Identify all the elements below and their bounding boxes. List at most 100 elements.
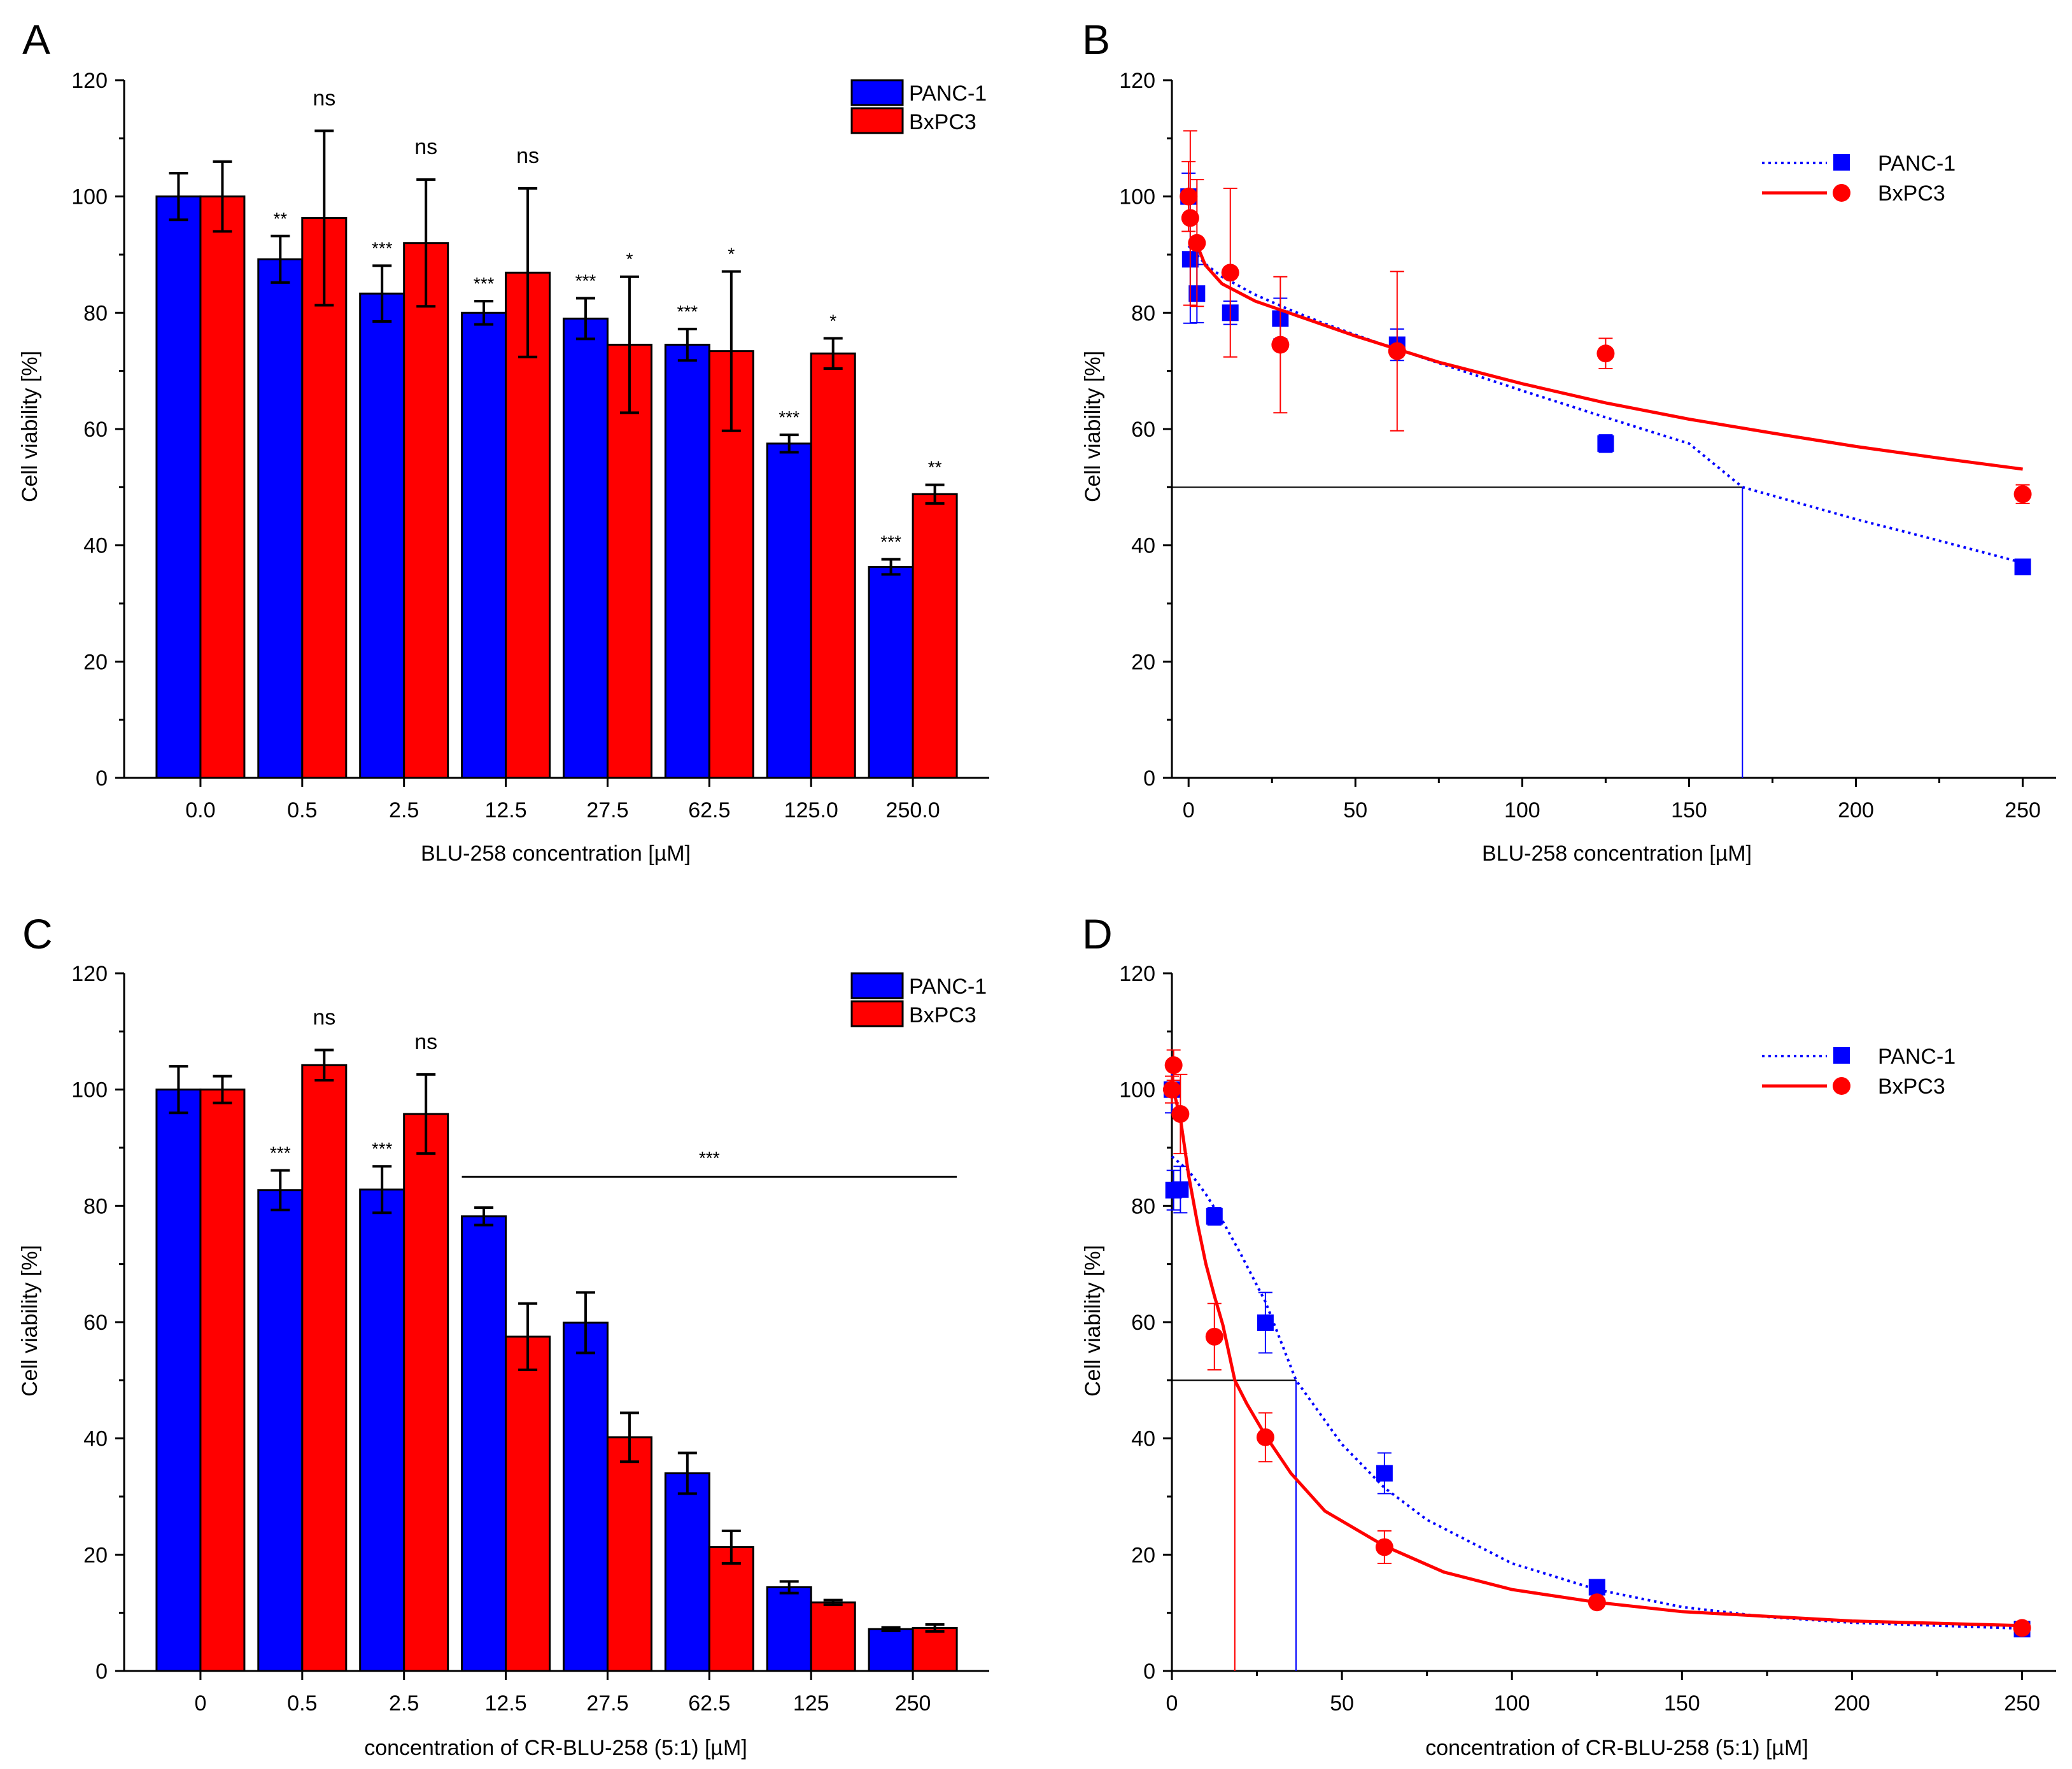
data-point-bxpc3 bbox=[1221, 264, 1239, 282]
legend-b: PANC-1 BxPC3 bbox=[1762, 152, 1956, 206]
significance-label: ns bbox=[313, 86, 335, 110]
y-tick-label-A: 120 bbox=[71, 69, 108, 93]
panel-c: C 0 20 40 60 80 100 120 0 0.5 *** ns 2.5 *** ns 12.5 27… bbox=[18, 910, 989, 1760]
data-point-bxpc3 bbox=[1256, 1428, 1274, 1446]
x-tick-label-B: 200 bbox=[1838, 798, 1874, 822]
fit-curve-panc1 bbox=[1171, 1155, 2022, 1630]
y-tick-label-C: 40 bbox=[83, 1427, 108, 1451]
data-point-bxpc3 bbox=[1388, 342, 1406, 360]
x-tick-label-B: 0 bbox=[1183, 798, 1195, 822]
x-tick-label-A: 125.0 bbox=[784, 798, 838, 822]
significance-label: *** bbox=[474, 274, 495, 293]
x-tick-label-C: 0 bbox=[194, 1691, 206, 1716]
y-tick-label-D: 20 bbox=[1131, 1543, 1155, 1567]
data-point-panc1 bbox=[1206, 1208, 1223, 1225]
bar-panc1-62.5 bbox=[664, 344, 710, 779]
x-axis-label-a: BLU-258 concentration [µM] bbox=[421, 842, 691, 866]
significance-label: ** bbox=[928, 458, 942, 477]
x-tick-label-A: 0.5 bbox=[287, 798, 317, 822]
y-tick-label-C: 80 bbox=[83, 1194, 108, 1218]
x-axis-label-b: BLU-258 concentration [µM] bbox=[1482, 842, 1752, 866]
data-point-panc1 bbox=[1257, 1314, 1274, 1331]
bar-panc1-2.5 bbox=[359, 1188, 405, 1672]
y-tick-label-B: 80 bbox=[1131, 301, 1155, 325]
y-tick-label-C: 120 bbox=[71, 962, 108, 986]
legend-swatch-bxpc3 bbox=[850, 107, 904, 134]
bar-panc1-0 bbox=[155, 1089, 202, 1672]
bar-panc1-0.0 bbox=[155, 195, 202, 779]
legend-marker-bxpc3 bbox=[1833, 1077, 1850, 1095]
y-tick-label-C: 20 bbox=[83, 1543, 108, 1567]
bar-panc1-27.5 bbox=[562, 1321, 609, 1672]
panel-b: B 0 20 40 60 80 100 120 0 50 100 150 200 250 Cell vi… bbox=[1081, 16, 2056, 866]
legend-d: PANC-1 BxPC3 bbox=[1762, 1045, 1956, 1099]
bar-bxpc3-2.5 bbox=[403, 242, 449, 779]
panel-letter-a: A bbox=[22, 16, 50, 63]
legend-c: PANC-1 BxPC3 bbox=[850, 972, 987, 1027]
data-point-bxpc3 bbox=[1375, 1538, 1393, 1556]
fit-curve-bxpc3 bbox=[1197, 248, 2023, 471]
legend-label-bxpc3: BxPC3 bbox=[1878, 1075, 1945, 1099]
bar-panc1-0.5 bbox=[257, 258, 304, 779]
significance-label: *** bbox=[575, 271, 596, 291]
significance-bracket-label: *** bbox=[699, 1148, 720, 1168]
x-tick-label-C: 0.5 bbox=[287, 1691, 317, 1716]
x-tick-label-D: 0 bbox=[1166, 1691, 1178, 1716]
y-tick-label-A: 40 bbox=[83, 534, 108, 558]
bar-bxpc3-27.5 bbox=[606, 1436, 652, 1672]
bar-bxpc3-12.5 bbox=[505, 1336, 551, 1672]
panel-d: D 0 20 40 60 80 100 120 0 50 100 150 200 250 Cell vi… bbox=[1081, 910, 2056, 1760]
y-tick-label-B: 100 bbox=[1119, 185, 1155, 209]
y-tick-label-A: 100 bbox=[71, 185, 108, 209]
legend-label-panc1: PANC-1 bbox=[909, 81, 987, 106]
panel-letter-d: D bbox=[1082, 910, 1113, 957]
x-axis-label-d: concentration of CR-BLU-258 (5:1) [µM] bbox=[1425, 1736, 1808, 1760]
y-tick-label-C: 60 bbox=[83, 1311, 108, 1335]
x-tick-label-B: 150 bbox=[1671, 798, 1707, 822]
y-tick-label-B: 20 bbox=[1131, 650, 1155, 674]
x-tick-label-A: 62.5 bbox=[688, 798, 730, 822]
data-point-bxpc3 bbox=[1180, 187, 1198, 206]
data-point-panc1 bbox=[1376, 1465, 1393, 1482]
y-tick-label-D: 80 bbox=[1131, 1194, 1155, 1218]
y-tick-label-B: 0 bbox=[1143, 766, 1155, 791]
x-tick-label-A: 250.0 bbox=[886, 798, 940, 822]
legend-label-bxpc3: BxPC3 bbox=[909, 110, 976, 134]
bar-bxpc3-2.5 bbox=[403, 1113, 449, 1672]
significance-label: *** bbox=[880, 532, 901, 552]
x-tick-label-D: 250 bbox=[2004, 1691, 2040, 1716]
y-tick-label-B: 60 bbox=[1131, 418, 1155, 442]
significance-label: ** bbox=[273, 209, 287, 229]
plot-d: 0 20 40 60 80 100 120 0 50 100 150 200 250 bbox=[1119, 962, 2056, 1716]
x-tick-label-B: 50 bbox=[1343, 798, 1367, 822]
data-point-panc1 bbox=[1597, 435, 1614, 452]
x-tick-label-C: 2.5 bbox=[389, 1691, 419, 1716]
y-tick-label-B: 40 bbox=[1131, 534, 1155, 558]
legend-label-panc1: PANC-1 bbox=[1878, 152, 1956, 176]
panel-letter-c: C bbox=[22, 910, 53, 957]
bar-bxpc3-0.5 bbox=[301, 216, 348, 779]
y-tick-label-A: 60 bbox=[83, 418, 108, 442]
bar-panc1-12.5 bbox=[461, 1215, 507, 1672]
legend-a: PANC-1 BxPC3 bbox=[850, 79, 987, 134]
bar-panc1-250.0 bbox=[868, 565, 914, 779]
data-point-bxpc3 bbox=[1588, 1593, 1606, 1612]
significance-label: ns bbox=[414, 1030, 437, 1054]
legend-marker-panc1 bbox=[1833, 154, 1850, 171]
y-axis-label-b: Cell viability [%] bbox=[1081, 351, 1105, 502]
data-point-panc1 bbox=[2014, 558, 2031, 575]
bar-bxpc3-0.0 bbox=[199, 195, 246, 779]
x-tick-label-C: 12.5 bbox=[484, 1691, 526, 1716]
bar-panc1-250 bbox=[868, 1628, 914, 1672]
y-axis-label-d: Cell viability [%] bbox=[1081, 1245, 1105, 1397]
legend-label-panc1: PANC-1 bbox=[909, 975, 987, 999]
legend-label-panc1: PANC-1 bbox=[1878, 1045, 1956, 1069]
bar-bxpc3-27.5 bbox=[606, 344, 652, 779]
significance-label: * bbox=[626, 250, 633, 269]
significance-label: ns bbox=[414, 135, 437, 159]
significance-label: * bbox=[829, 311, 836, 331]
bar-panc1-125 bbox=[766, 1586, 812, 1672]
significance-label: *** bbox=[779, 407, 800, 427]
